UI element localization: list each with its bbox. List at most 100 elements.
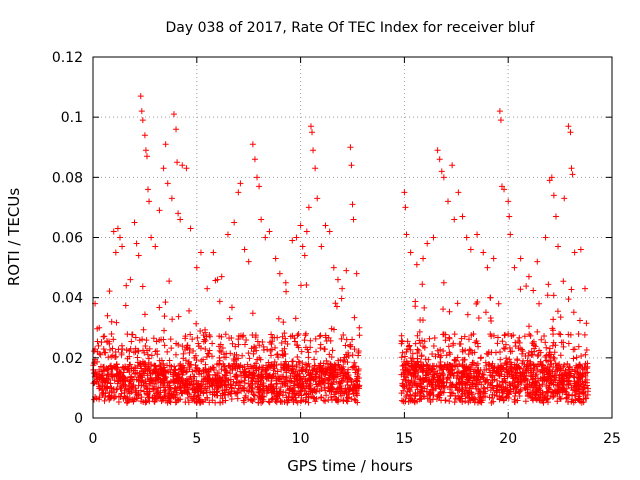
data-point (454, 300, 461, 307)
data-point (440, 366, 447, 373)
data-point (249, 332, 256, 339)
data-point (305, 349, 312, 356)
data-point (338, 392, 345, 399)
data-point (98, 368, 105, 375)
data-point (291, 375, 298, 382)
data-point (126, 361, 133, 368)
data-point (584, 369, 591, 376)
data-point (461, 364, 468, 371)
data-point (353, 270, 360, 277)
data-point (141, 311, 148, 318)
data-point (542, 339, 549, 346)
data-point (144, 390, 151, 397)
data-point (479, 374, 486, 381)
data-point (96, 394, 103, 401)
data-point (534, 367, 541, 374)
data-point (219, 395, 226, 402)
data-point (127, 276, 134, 283)
data-point (162, 141, 169, 148)
data-point (421, 385, 428, 392)
data-point (454, 354, 461, 361)
data-point (517, 255, 524, 262)
data-point (289, 363, 296, 370)
data-point (482, 393, 489, 400)
data-point (204, 285, 211, 292)
data-point (232, 343, 239, 350)
data-point (226, 315, 233, 322)
data-point (260, 387, 267, 394)
data-point (466, 346, 473, 353)
data-point (319, 365, 326, 372)
data-point (407, 249, 414, 256)
data-point (137, 93, 144, 100)
data-point (355, 385, 362, 392)
data-point (240, 397, 247, 404)
data-point (316, 333, 323, 340)
data-point (172, 369, 179, 376)
data-point (329, 347, 336, 354)
data-point (487, 387, 494, 394)
data-point (577, 246, 584, 253)
data-point (349, 352, 356, 359)
data-point (217, 341, 224, 348)
data-point (521, 372, 528, 379)
data-point (227, 364, 234, 371)
data-point (268, 352, 275, 359)
data-point (310, 147, 317, 154)
data-point (335, 361, 342, 368)
data-point (219, 345, 226, 352)
data-point (175, 313, 182, 320)
data-point (465, 336, 472, 343)
data-point (322, 398, 329, 405)
data-point (239, 333, 246, 340)
data-point (501, 345, 508, 352)
data-point (156, 304, 163, 311)
data-point (119, 374, 126, 381)
data-point (507, 368, 514, 375)
data-point (489, 360, 496, 367)
data-point (441, 382, 448, 389)
data-point (516, 388, 523, 395)
data-point (299, 385, 306, 392)
data-point (323, 392, 330, 399)
data-point (541, 375, 548, 382)
data-point (324, 361, 331, 368)
data-point (238, 378, 245, 385)
data-point (557, 314, 564, 321)
data-point (517, 286, 524, 293)
data-point (153, 380, 160, 387)
data-point (232, 382, 239, 389)
data-point (209, 340, 216, 347)
data-point (568, 286, 575, 293)
data-point (530, 361, 537, 368)
data-point (438, 168, 445, 175)
data-point (418, 387, 425, 394)
data-point (559, 389, 566, 396)
data-point (205, 376, 212, 383)
data-point (488, 363, 495, 370)
data-point (297, 282, 304, 289)
data-point (501, 186, 508, 193)
data-point (197, 327, 204, 334)
data-point (179, 380, 186, 387)
data-point (489, 367, 496, 374)
data-point (344, 369, 351, 376)
data-point (344, 382, 351, 389)
data-point (570, 309, 577, 316)
data-point (451, 216, 458, 223)
data-point (420, 362, 427, 369)
data-point (509, 372, 516, 379)
data-point (178, 390, 185, 397)
data-point (405, 385, 412, 392)
data-point (401, 353, 408, 360)
data-point (255, 399, 262, 406)
data-point (473, 300, 480, 307)
data-point (401, 189, 408, 196)
data-point (231, 219, 238, 226)
data-point (561, 385, 568, 392)
data-point (100, 375, 107, 382)
data-point (295, 331, 302, 338)
data-point (312, 165, 319, 172)
data-point (495, 370, 502, 377)
data-point (256, 183, 263, 190)
